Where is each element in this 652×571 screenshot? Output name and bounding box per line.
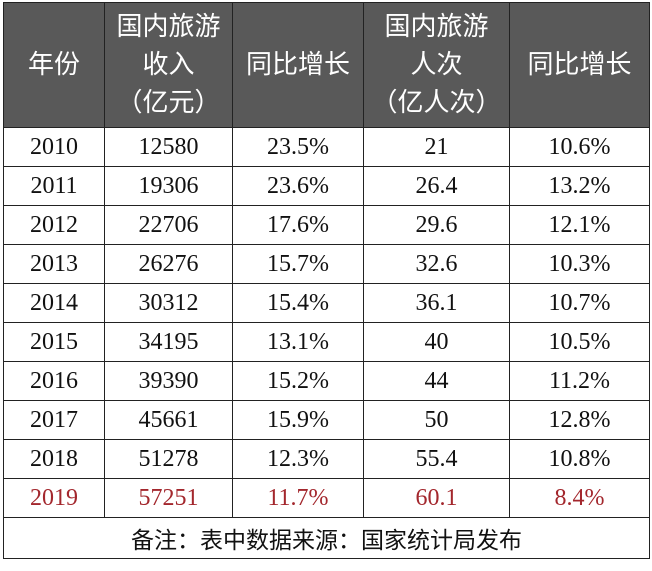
data-row: 2019 57251 11.7% 60.1 8.4%	[3, 478, 650, 518]
data-row: 2018 51278 12.3% 55.4 10.8%	[3, 439, 650, 479]
cell: 40	[363, 322, 510, 362]
cell: 22706	[104, 205, 233, 245]
cell: 11.7%	[232, 478, 364, 518]
cell: 32.6	[363, 244, 510, 284]
tourism-table: 年份 国内旅游 收入 （亿元） 同比增长 国内旅游 人次 （亿人次） 同比增长 2010 1258…	[3, 2, 650, 559]
header-cell: 同比增长	[509, 2, 650, 128]
cell: 17.6%	[232, 205, 364, 245]
cell: 23.5%	[232, 127, 364, 167]
header-line: 年份	[27, 50, 80, 80]
data-row: 2010 12580 23.5% 21 10.6%	[3, 127, 650, 167]
data-row: 2011 19306 23.6% 26.4 13.2%	[3, 166, 650, 206]
cell: 2019	[3, 478, 105, 518]
cell: 55.4	[363, 439, 510, 479]
cell: 2013	[3, 244, 105, 284]
cell: 2011	[3, 166, 105, 206]
cell: 8.4%	[509, 478, 650, 518]
cell: 15.9%	[232, 400, 364, 440]
data-row: 2014 30312 15.4% 36.1 10.7%	[3, 283, 650, 323]
header-cell: 年份	[3, 2, 105, 128]
header-line: 国内旅游	[116, 12, 221, 42]
cell: 26276	[104, 244, 233, 284]
cell: 12.8%	[509, 400, 650, 440]
header-line: 同比增长	[245, 50, 350, 80]
cell: 2016	[3, 361, 105, 401]
cell: 12580	[104, 127, 233, 167]
cell: 39390	[104, 361, 233, 401]
cell: 2018	[3, 439, 105, 479]
header-line: 国内旅游	[384, 12, 489, 42]
header-line: （亿人次）	[371, 88, 502, 118]
cell: 57251	[104, 478, 233, 518]
cell: 2017	[3, 400, 105, 440]
cell: 10.5%	[509, 322, 650, 362]
header-line: 人次	[410, 50, 463, 80]
cell: 51278	[104, 439, 233, 479]
cell: 10.8%	[509, 439, 650, 479]
cell: 21	[363, 127, 510, 167]
cell: 2014	[3, 283, 105, 323]
cell: 30312	[104, 283, 233, 323]
cell: 50	[363, 400, 510, 440]
cell: 15.2%	[232, 361, 364, 401]
cell: 19306	[104, 166, 233, 206]
note: 备注：表中数据来源：国家统计局发布	[3, 517, 650, 559]
cell: 15.4%	[232, 283, 364, 323]
cell: 15.7%	[232, 244, 364, 284]
cell: 2012	[3, 205, 105, 245]
cell: 12.1%	[509, 205, 650, 245]
header-row: 年份 国内旅游 收入 （亿元） 同比增长 国内旅游 人次 （亿人次） 同比增长	[3, 2, 650, 128]
cell: 10.6%	[509, 127, 650, 167]
cell: 13.2%	[509, 166, 650, 206]
data-row: 2012 22706 17.6% 29.6 12.1%	[3, 205, 650, 245]
header-cell: 同比增长	[232, 2, 364, 128]
cell: 34195	[104, 322, 233, 362]
data-row: 2015 34195 13.1% 40 10.5%	[3, 322, 650, 362]
table-body: 2010 12580 23.5% 21 10.6% 2011 19306 23.6% 26.4 1…	[3, 127, 650, 518]
cell: 45661	[104, 400, 233, 440]
header-cell: 国内旅游收入 （亿元）	[104, 2, 233, 128]
data-row: 2016 39390 15.2% 44 11.2%	[3, 361, 650, 401]
cell: 11.2%	[509, 361, 650, 401]
data-row: 2013 26276 15.7% 32.6 10.3%	[3, 244, 650, 284]
cell: 26.4	[363, 166, 510, 206]
header-cell: 国内旅游人次 （亿人次）	[363, 2, 510, 128]
header-line: 同比增长	[527, 50, 632, 80]
cell: 23.6%	[232, 166, 364, 206]
data-row: 2017 45661 15.9% 50 12.8%	[3, 400, 650, 440]
cell: 2010	[3, 127, 105, 167]
header-line: 收入	[142, 50, 195, 80]
cell: 10.7%	[509, 283, 650, 323]
cell: 60.1	[363, 478, 510, 518]
cell: 29.6	[363, 205, 510, 245]
cell: 2015	[3, 322, 105, 362]
cell: 12.3%	[232, 439, 364, 479]
cell: 10.3%	[509, 244, 650, 284]
cell: 36.1	[363, 283, 510, 323]
cell: 13.1%	[232, 322, 364, 362]
header-line: （亿元）	[116, 88, 221, 118]
cell: 44	[363, 361, 510, 401]
note-row: 备注：表中数据来源：国家统计局发布	[3, 517, 650, 559]
